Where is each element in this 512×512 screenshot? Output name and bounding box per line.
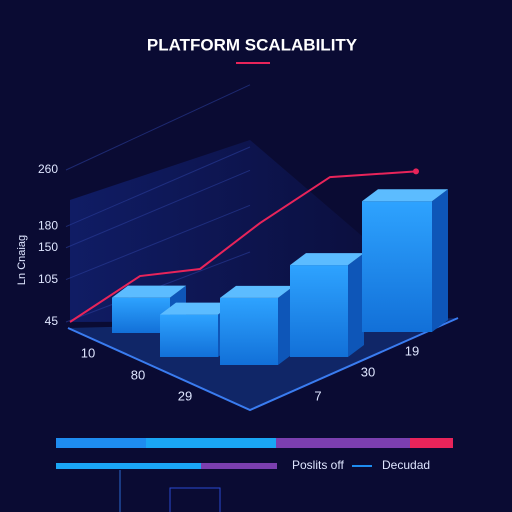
x-tick-label: 80 <box>131 367 145 382</box>
chart-title: PLATFORM SCALABILITY <box>147 35 358 54</box>
grid-line <box>65 169 251 249</box>
bar <box>220 297 278 365</box>
bar-top <box>160 302 234 315</box>
bar-top <box>112 285 186 298</box>
decor-box <box>169 487 221 512</box>
x-tick-label: 19 <box>405 343 419 358</box>
bar <box>290 265 348 357</box>
floor-edge <box>67 317 459 412</box>
x-tick-label: 29 <box>178 388 192 403</box>
y-tick-label: 180 <box>38 219 58 233</box>
legend-swatch <box>56 463 201 469</box>
line-end-marker <box>413 168 419 175</box>
grid-line <box>65 146 251 228</box>
y-tick-label: 105 <box>38 272 58 286</box>
legend-strip <box>146 438 276 448</box>
legend-strip <box>276 438 410 448</box>
x-tick-label: 10 <box>81 345 95 360</box>
legend-strip <box>56 438 146 448</box>
legend-label: Poslits off <box>292 458 344 472</box>
bar-side <box>348 253 364 357</box>
bar <box>160 314 218 357</box>
legend-label: Decudad <box>382 458 430 472</box>
x-tick-label: 30 <box>361 364 375 379</box>
y-tick-label: 260 <box>38 162 58 176</box>
bar-top <box>220 285 294 298</box>
x-tick-label: 7 <box>314 388 321 403</box>
bar-side <box>432 189 448 332</box>
legend-strip <box>410 438 453 448</box>
y-tick-label: 150 <box>38 240 58 254</box>
title-underline <box>236 62 270 64</box>
legend-swatch <box>201 463 277 469</box>
line-series <box>69 170 417 323</box>
bar-top <box>290 253 364 266</box>
y-axis-label: Ln Cnaiag <box>16 235 28 285</box>
bar-top <box>362 189 448 202</box>
grid-line <box>65 204 251 281</box>
bar <box>362 201 432 332</box>
grid-line <box>65 84 251 171</box>
y-tick-label: 45 <box>45 314 59 328</box>
